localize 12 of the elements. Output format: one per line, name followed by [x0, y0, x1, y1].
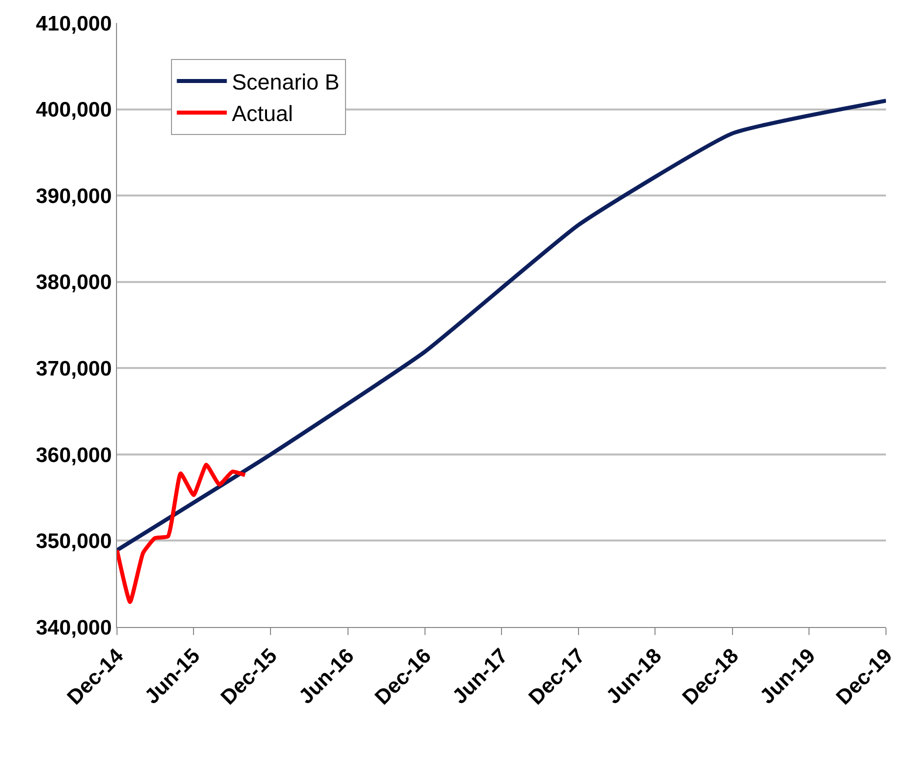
line-series [117, 462, 248, 604]
y-tick-label: 370,000 [36, 357, 112, 380]
line-series [117, 98, 886, 552]
y-tick-label: 350,000 [36, 530, 112, 554]
y-tick-label: 360,000 [36, 444, 112, 467]
legend-label: Actual [232, 101, 293, 126]
legend-label: Scenario B [232, 70, 340, 95]
y-tick-label: 400,000 [36, 98, 112, 122]
y-tick-label: 380,000 [36, 271, 112, 294]
y-tick-label: 410,000 [36, 12, 112, 36]
y-tick-label: 340,000 [36, 616, 112, 640]
y-tick-label: 390,000 [36, 184, 112, 208]
